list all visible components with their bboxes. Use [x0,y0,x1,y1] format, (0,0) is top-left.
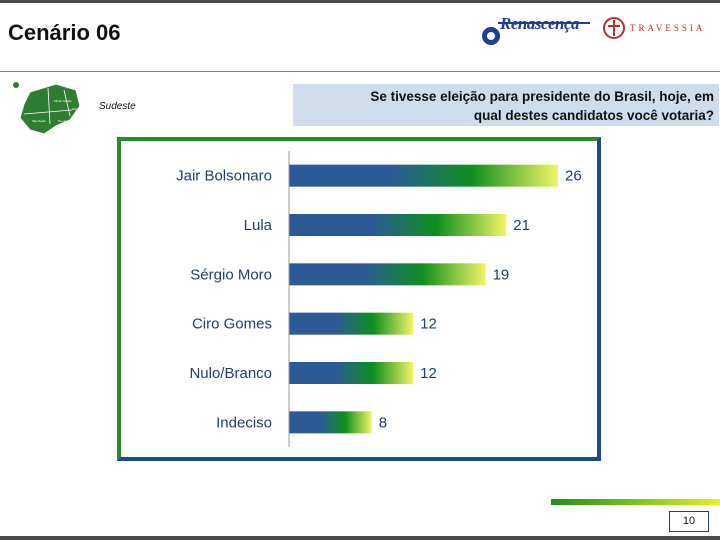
category-label: Ciro Gomes [192,316,272,333]
value-label: 21 [513,217,530,234]
bar-4 [289,362,414,384]
bar-3 [289,312,414,335]
category-label: Jair Bolsonaro [176,168,272,185]
question-line-2: qual destes candidatos você votaria? [473,108,714,123]
renascenca-logo-text: Renascença [500,14,580,33]
category-label: Indeciso [216,414,272,431]
map-label: Minas Gerais [54,99,72,103]
bottom-border [0,536,720,540]
question-line-1: Se tivesse eleição para presidente do Br… [370,89,714,104]
footer-gradient-bar [551,499,720,505]
category-label: Lula [244,217,273,234]
header-separator [0,71,720,72]
value-label: 19 [493,266,510,283]
value-label: 26 [565,168,582,185]
travessia-logo-text: TRAVESSIA [630,23,706,33]
map-label: São Paulo [32,119,46,123]
question-box: Se tivesse eleição para presidente do Br… [293,84,719,126]
travessia-logo-icon [603,17,625,39]
sudeste-map-icon: Minas Gerais São Paulo Rio de Janeiro Es… [13,82,91,135]
bar-1 [289,214,507,236]
value-label: 8 [379,414,387,431]
map-label: Rio de Janeiro [58,119,78,123]
region-label: Sudeste [99,101,136,112]
map-label: Espírito Santo [72,107,91,111]
value-label: 12 [420,316,437,333]
bar-0 [289,164,558,187]
top-border [0,0,720,3]
bar-2 [289,263,486,286]
page-title: Cenário 06 [8,20,121,45]
bar-5 [289,411,372,434]
page-number: 10 [669,511,709,532]
category-label: Sérgio Moro [190,266,272,283]
category-label: Nulo/Branco [189,365,272,382]
chart-frame [117,137,601,461]
value-label: 12 [420,365,437,382]
renascenca-logo [482,22,590,45]
